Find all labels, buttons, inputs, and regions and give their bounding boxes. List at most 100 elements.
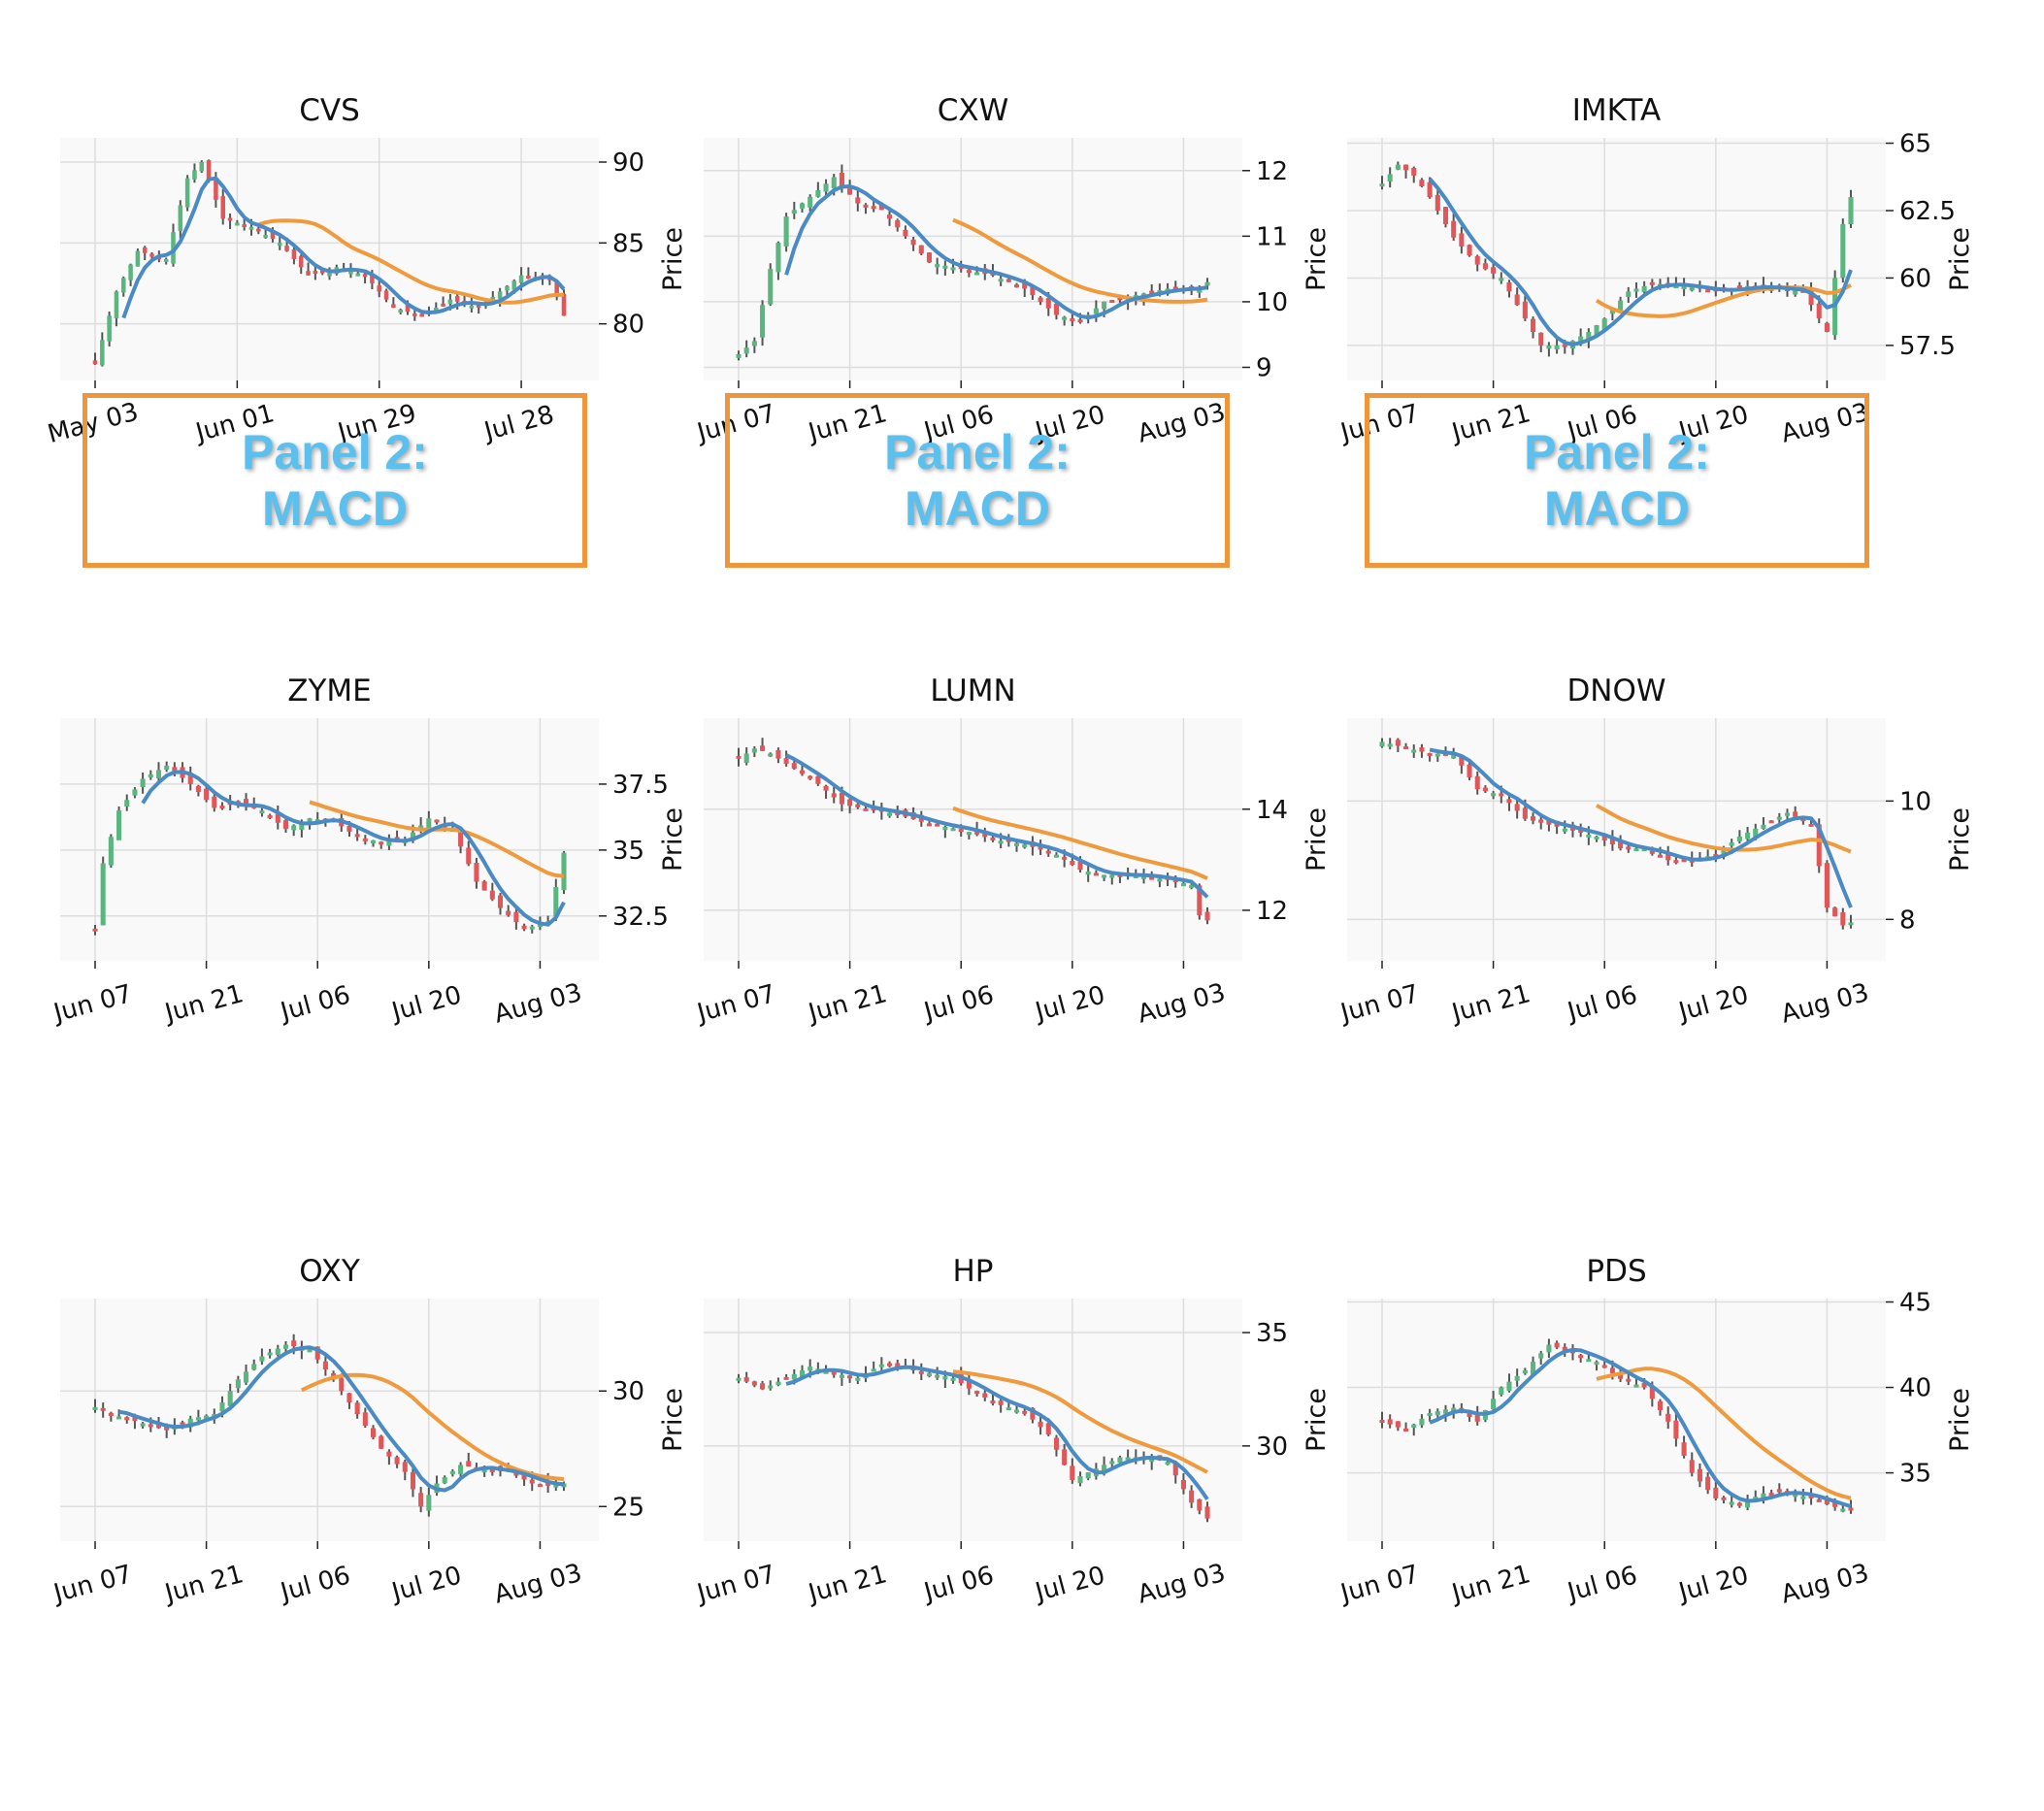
y-tick-label: 80 xyxy=(612,311,644,340)
candle-body xyxy=(1808,290,1814,306)
candle-body xyxy=(1531,816,1536,821)
candle-body xyxy=(1753,1497,1759,1500)
candle-body xyxy=(561,1483,567,1488)
candle-body xyxy=(1467,245,1472,256)
candle-body xyxy=(1070,318,1075,322)
candle-body xyxy=(1784,812,1791,816)
candle-body xyxy=(553,886,559,917)
candle-body xyxy=(449,1470,455,1474)
y-axis-label: Price xyxy=(1945,1388,1975,1452)
candle-body xyxy=(768,269,774,305)
y-tick-label: 11 xyxy=(1256,222,1288,251)
x-tick-label: Jul 06 xyxy=(919,980,997,1027)
candle-body xyxy=(1793,1494,1798,1498)
candle-body xyxy=(1641,848,1647,852)
y-tick-label: 40 xyxy=(1899,1374,1931,1403)
slow-ma-line xyxy=(952,806,1208,880)
candle-body xyxy=(291,249,297,259)
x-tick-label: Aug 03 xyxy=(1135,1559,1229,1610)
candle-body xyxy=(895,219,901,228)
chart-title: CVS xyxy=(299,93,360,128)
candle-body xyxy=(751,1381,757,1386)
candle-body xyxy=(1768,820,1774,824)
x-tick-label: Jul 06 xyxy=(919,1561,997,1607)
candle-body xyxy=(140,778,146,788)
candle-body xyxy=(1459,756,1465,766)
candle-body xyxy=(426,818,432,831)
candle-body xyxy=(1411,1424,1417,1428)
candle-body xyxy=(1824,863,1830,908)
candle-body xyxy=(140,1423,146,1427)
candle-body xyxy=(554,281,559,298)
candle-body xyxy=(319,270,325,274)
candle-body xyxy=(1482,787,1488,792)
candle-body xyxy=(458,830,464,847)
candle-body xyxy=(1776,816,1782,820)
candle-body xyxy=(163,259,169,262)
candle-body xyxy=(1618,1373,1624,1379)
candle-body xyxy=(1531,318,1536,332)
candle-body xyxy=(751,341,757,346)
candle-body xyxy=(248,226,254,230)
candle-body xyxy=(903,229,908,237)
candle-body xyxy=(1546,1344,1552,1353)
candle-body xyxy=(1434,1411,1440,1416)
candle-body xyxy=(791,1373,797,1380)
candle-body xyxy=(383,290,389,300)
candle-body xyxy=(1387,1419,1393,1425)
candle-body xyxy=(918,1370,924,1374)
candle-body xyxy=(1768,1493,1774,1497)
candle-body xyxy=(783,758,789,764)
candle-body xyxy=(132,789,138,796)
candle-body xyxy=(192,170,197,180)
candle-body xyxy=(275,813,280,823)
candle-body xyxy=(124,800,130,807)
candle-body xyxy=(1609,838,1615,845)
candle-body xyxy=(966,270,972,274)
candle-body xyxy=(148,774,153,778)
candle-body xyxy=(537,923,543,927)
candle-body xyxy=(518,275,524,283)
candle-body xyxy=(291,825,297,831)
fast-ma-line xyxy=(141,770,566,927)
fast-ma-line xyxy=(784,184,1208,320)
candle-body xyxy=(256,228,261,232)
candle-body xyxy=(454,296,460,302)
chart-title: PDS xyxy=(1586,1254,1646,1289)
candle-body xyxy=(275,1348,280,1356)
candle-body xyxy=(1618,840,1624,849)
candle-body xyxy=(121,278,126,293)
candle-body xyxy=(847,185,853,195)
candle-body xyxy=(1641,285,1647,292)
plot-area xyxy=(60,718,599,961)
candle-body xyxy=(314,1346,320,1360)
candle-body xyxy=(419,313,424,317)
candle-body xyxy=(1189,1490,1195,1503)
candle-body xyxy=(768,753,774,757)
candle-body xyxy=(1109,1461,1115,1465)
candle-body xyxy=(278,243,282,247)
chart-title: LUMN xyxy=(930,674,1015,708)
candle-body xyxy=(204,788,210,801)
candle-body xyxy=(379,841,384,845)
candle-body xyxy=(1491,1399,1497,1410)
candle-body xyxy=(362,838,368,841)
plot-area xyxy=(60,138,599,380)
candle-body xyxy=(1761,1493,1766,1499)
x-tick-label: Jun 21 xyxy=(160,979,247,1029)
candle-body xyxy=(1538,332,1544,346)
candle-body xyxy=(1197,1498,1203,1511)
chart-hp: HP 30 35 Price Jun 07 Jun 21 Jul 06 Jul 20 Aug 0… xyxy=(693,1254,1332,1610)
candle-body xyxy=(1514,294,1520,306)
candle-body xyxy=(1729,1501,1734,1505)
candle-body xyxy=(1109,874,1115,878)
candle-body xyxy=(1562,1346,1567,1351)
candle-body xyxy=(1776,1489,1782,1493)
fast-ma-line xyxy=(121,176,566,319)
slow-ma-line xyxy=(952,1369,1208,1474)
candle-body xyxy=(1793,290,1798,295)
candle-body xyxy=(815,190,821,197)
candle-body xyxy=(1499,793,1504,797)
candle-body xyxy=(402,1462,408,1472)
candle-body xyxy=(1673,1420,1679,1439)
